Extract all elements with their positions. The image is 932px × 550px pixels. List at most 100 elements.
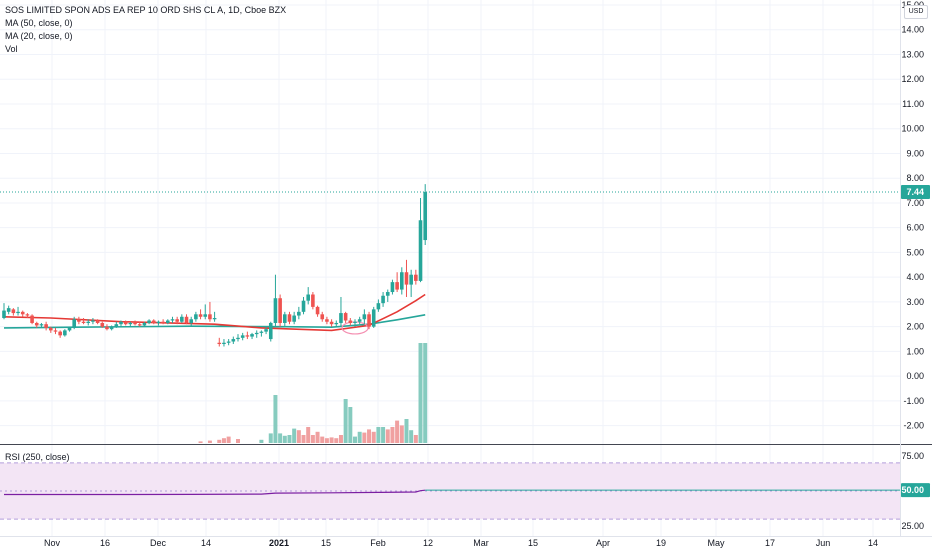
volume-bar <box>282 435 287 443</box>
volume-bar <box>301 435 306 443</box>
candle-body <box>306 294 310 301</box>
candle-body <box>198 314 203 317</box>
candle-body <box>123 321 128 325</box>
candle-body <box>119 321 123 325</box>
candle-body <box>95 320 100 323</box>
candle-body <box>353 321 357 323</box>
price-tick-label: 5.00 <box>906 247 924 257</box>
price-tick-label: 7.00 <box>906 198 924 208</box>
candle-body <box>357 319 362 322</box>
candle-body <box>278 298 282 323</box>
rsi-value-badge <box>901 483 930 498</box>
candle-body <box>91 320 95 322</box>
volume-bar <box>268 433 273 443</box>
last-price-badge <box>901 185 930 200</box>
candle-body <box>151 320 156 323</box>
candle-body <box>348 320 353 323</box>
candle-body <box>339 313 343 323</box>
price-tick-label: 4.00 <box>906 272 924 282</box>
volume-bar <box>329 437 334 443</box>
candle-body <box>72 319 76 328</box>
candle-body <box>250 334 254 337</box>
price-tick-label: 11.00 <box>902 99 924 109</box>
rsi-tick-label: 25.00 <box>901 521 924 531</box>
rsi-legend[interactable]: RSI (250, close) <box>5 452 70 462</box>
candle-body <box>362 314 367 320</box>
volume-bar <box>207 440 212 443</box>
volume-bar <box>418 343 423 443</box>
volume-bar <box>367 429 372 443</box>
candle-body <box>245 335 250 337</box>
candle-body <box>212 318 217 320</box>
candle-body <box>381 295 385 304</box>
price-tick-label: -1.00 <box>903 396 924 406</box>
candle-body <box>86 321 91 323</box>
currency-button[interactable]: USD <box>904 5 928 19</box>
candle-body <box>315 306 320 315</box>
candle-body <box>376 303 381 310</box>
volume-bar <box>334 438 339 443</box>
volume-bar <box>353 436 357 443</box>
time-tick-label: 12 <box>423 538 433 548</box>
volume-bar <box>371 431 376 443</box>
price-tick-label: 2.00 <box>906 322 924 332</box>
candle-body <box>58 331 62 336</box>
time-tick-label: 15 <box>321 538 331 548</box>
ma20-line <box>3 293 426 332</box>
volume-bar <box>376 427 381 443</box>
candle-body <box>39 324 44 326</box>
volume-bar <box>315 431 320 443</box>
candle-body <box>161 321 165 323</box>
candle-body <box>409 274 413 285</box>
volume-bar <box>409 430 414 443</box>
time-tick-label: Apr <box>596 538 610 548</box>
candle-body <box>34 322 39 326</box>
candle-body <box>184 316 189 323</box>
volume-bar <box>348 407 353 443</box>
candle-body <box>114 324 119 327</box>
time-tick-label: 19 <box>656 538 666 548</box>
candle-body <box>156 321 161 323</box>
volume-bar <box>404 419 409 443</box>
candle-body <box>264 329 268 332</box>
rsi-line <box>4 489 426 496</box>
price-tick-label: 0.00 <box>906 371 924 381</box>
candle-body <box>254 332 259 335</box>
volume-bar <box>310 435 315 443</box>
price-tick-label: 13.00 <box>901 49 924 59</box>
ma20-legend[interactable]: MA (20, close, 0) <box>5 31 73 41</box>
volume-bar <box>381 427 386 443</box>
volume-bar <box>296 430 301 443</box>
volume-bar <box>226 436 231 443</box>
candle-body <box>81 321 86 323</box>
candle-body <box>423 192 427 241</box>
volume-bar <box>324 438 329 443</box>
candle-body <box>268 322 273 340</box>
candle-body <box>53 330 58 332</box>
time-tick-label: Mar <box>473 538 489 548</box>
price-tick-label: 9.00 <box>906 148 924 158</box>
ma50-legend[interactable]: MA (50, close, 0) <box>5 18 73 28</box>
candle-body <box>226 341 231 343</box>
candle-body <box>259 331 264 333</box>
volume-bar <box>362 432 367 443</box>
rsi-value-label: 50.00 <box>901 485 924 495</box>
candle-body <box>385 292 390 296</box>
price-tick-label: 12.00 <box>901 74 924 84</box>
volume-legend[interactable]: Vol <box>5 44 18 54</box>
candle-body <box>283 314 287 323</box>
candle-body <box>208 314 212 320</box>
candle-body <box>390 282 395 293</box>
volume-bar <box>273 395 278 443</box>
time-tick-label: 14 <box>868 538 878 548</box>
volume-bar <box>385 429 390 443</box>
time-tick-label: 17 <box>765 538 775 548</box>
candle-body <box>236 337 240 340</box>
candle-body <box>2 310 6 319</box>
candle-body <box>367 314 371 327</box>
candle-body <box>329 321 334 325</box>
volume-bar <box>338 435 343 443</box>
time-tick-label: Dec <box>150 538 167 548</box>
price-tick-label: 10.00 <box>901 124 924 134</box>
